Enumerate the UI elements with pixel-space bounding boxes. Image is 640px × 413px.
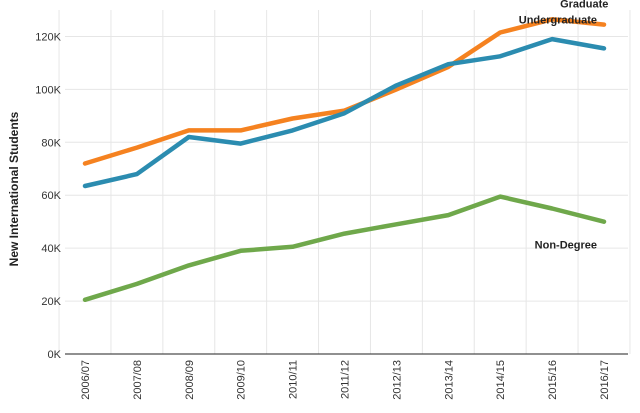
series-line-non-degree bbox=[82, 194, 607, 303]
y-tick-label: 0K bbox=[48, 349, 62, 361]
y-tick-label: 80K bbox=[41, 137, 61, 149]
series-lines bbox=[82, 17, 607, 303]
x-tick-label: 2016/17 bbox=[599, 360, 611, 400]
x-tick-label: 2008/09 bbox=[184, 360, 196, 400]
series-line-graduate bbox=[82, 17, 607, 166]
y-tick-label: 40K bbox=[41, 243, 61, 255]
x-tick-label: 2009/10 bbox=[236, 360, 248, 400]
series-labels: Graduate Undergraduate Non-Degree bbox=[519, 0, 609, 252]
series-label-non-degree: Non-Degree bbox=[535, 240, 597, 252]
axes: 0K 20K 40K 60K 80K 100K 120K 2006/07 2007/08 2008… bbox=[35, 31, 628, 400]
x-tick-label: 2015/16 bbox=[547, 360, 559, 400]
x-tick-label: 2007/08 bbox=[132, 360, 144, 400]
y-axis-title: New International Students bbox=[7, 111, 21, 266]
x-tick-label: 2012/13 bbox=[391, 360, 403, 400]
y-tick-label: 60K bbox=[41, 190, 61, 202]
x-tick-label: 2010/11 bbox=[288, 360, 300, 399]
x-tick-label: 2006/07 bbox=[80, 360, 92, 400]
series-label-graduate: Graduate bbox=[560, 0, 608, 10]
x-tick-label: 2011/12 bbox=[340, 360, 352, 399]
x-tick-label: 2014/15 bbox=[495, 360, 507, 400]
y-tick-label: 120K bbox=[35, 31, 61, 43]
y-tick-label: 100K bbox=[35, 84, 61, 96]
y-tick-label: 20K bbox=[41, 296, 61, 308]
x-tick-label: 2013/14 bbox=[443, 360, 455, 400]
series-label-undergraduate: Undergraduate bbox=[519, 14, 597, 26]
grid bbox=[58, 10, 631, 355]
series-line-undergraduate bbox=[82, 36, 607, 189]
